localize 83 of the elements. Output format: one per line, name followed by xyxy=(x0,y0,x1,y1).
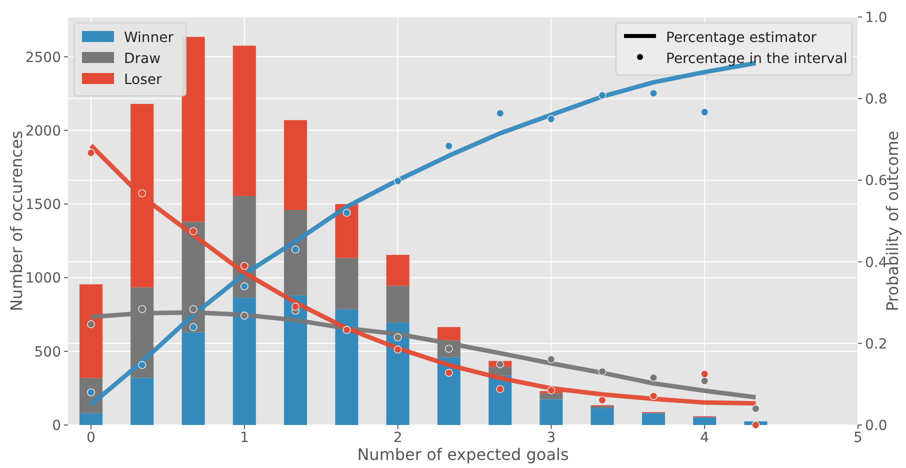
y2-tick-label: 0.4 xyxy=(865,254,888,271)
bar xyxy=(693,417,716,425)
point xyxy=(700,108,709,116)
annotation: Percentage in the interval xyxy=(666,51,848,67)
point xyxy=(240,312,248,320)
point xyxy=(138,189,146,198)
y-tick-label: 2500 xyxy=(25,50,61,66)
point xyxy=(547,115,556,123)
point xyxy=(87,320,96,328)
y2-tick-label: 0.2 xyxy=(865,336,888,352)
point xyxy=(189,323,198,332)
point xyxy=(700,370,709,378)
y-tick-label: 2000 xyxy=(25,123,61,140)
point xyxy=(444,142,453,150)
bar xyxy=(590,408,614,425)
bar xyxy=(540,393,563,400)
legend-label: Winner xyxy=(124,30,174,46)
bar xyxy=(540,399,563,425)
point xyxy=(598,91,606,100)
x-tick-label: 0 xyxy=(86,430,96,446)
x-tick-label: 1 xyxy=(240,430,249,446)
bar xyxy=(80,284,103,378)
bar xyxy=(80,413,103,425)
bar xyxy=(437,327,460,340)
y-tick-label: 500 xyxy=(34,344,61,360)
point xyxy=(240,282,248,290)
legend-label: Loser xyxy=(124,72,162,88)
bar xyxy=(386,254,410,286)
y2-tick-label: 0.6 xyxy=(865,173,888,190)
y2-tick-label: 0.8 xyxy=(865,92,888,108)
point xyxy=(394,346,402,354)
y-tick-label: 1500 xyxy=(25,197,61,214)
legend-label: Draw xyxy=(124,51,161,67)
y-tick-label: 1000 xyxy=(25,270,61,287)
point xyxy=(189,305,198,314)
point xyxy=(650,392,658,400)
bar xyxy=(284,210,307,296)
point xyxy=(444,368,453,377)
point xyxy=(752,404,760,413)
y-tick-label: 0 xyxy=(52,418,61,434)
point xyxy=(650,374,658,382)
y2-tick-label: 1.0 xyxy=(865,10,888,26)
point xyxy=(752,421,760,429)
point xyxy=(547,386,556,394)
x-tick-label: 5 xyxy=(854,430,862,446)
bar xyxy=(130,378,154,425)
x-axis-title: Number of expected goals xyxy=(357,445,569,464)
bar xyxy=(590,406,614,408)
x-tick-label: 4 xyxy=(700,430,710,446)
bar xyxy=(232,46,256,196)
point xyxy=(291,246,300,254)
point xyxy=(394,333,402,342)
bar xyxy=(232,298,256,425)
point xyxy=(650,89,658,98)
y2-tick-label: 0.0 xyxy=(865,418,888,434)
annotation: Percentage estimator xyxy=(666,30,817,46)
x-tick-label: 2 xyxy=(393,430,402,446)
point xyxy=(138,361,146,370)
point xyxy=(240,262,248,270)
point xyxy=(394,177,402,186)
point xyxy=(342,208,351,217)
point xyxy=(87,388,96,396)
point xyxy=(189,227,198,236)
point xyxy=(700,376,709,385)
point xyxy=(87,148,96,157)
point xyxy=(291,302,300,311)
bar xyxy=(182,36,205,222)
point xyxy=(496,385,504,394)
point xyxy=(598,396,606,404)
bar xyxy=(335,309,358,425)
point xyxy=(598,368,606,376)
bar xyxy=(284,120,307,210)
y-axis-title: Number of occurences xyxy=(7,130,26,312)
point xyxy=(496,109,504,118)
point xyxy=(138,305,146,314)
bar xyxy=(284,295,307,425)
bar xyxy=(437,357,460,425)
bar xyxy=(335,258,358,310)
point xyxy=(496,360,504,368)
point xyxy=(547,355,556,364)
bar xyxy=(642,413,666,425)
bar xyxy=(386,286,410,323)
x-tick-label: 3 xyxy=(546,430,556,446)
